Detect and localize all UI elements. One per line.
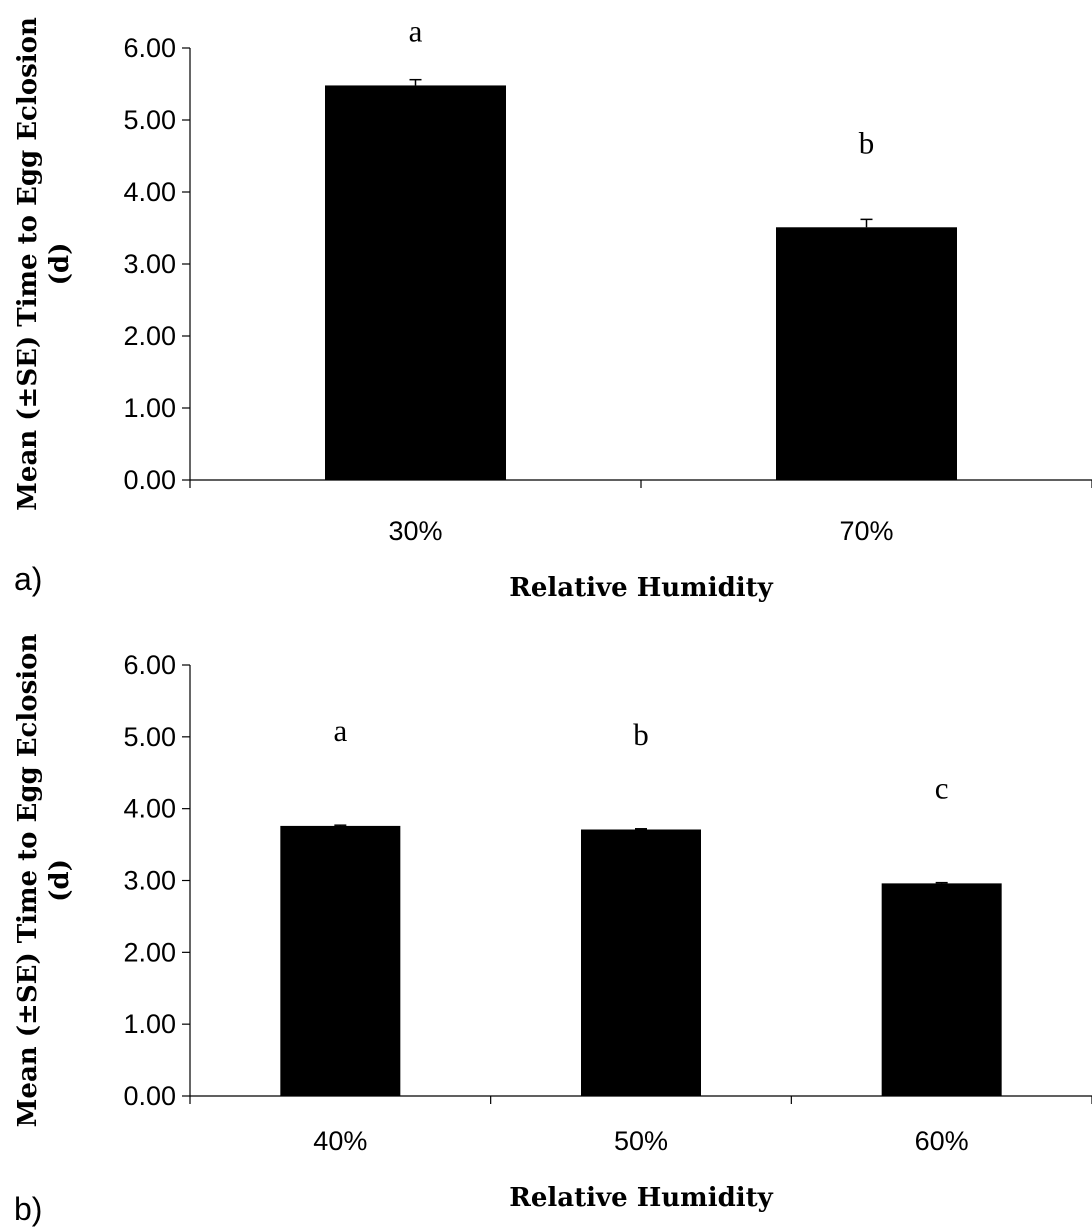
bar: [776, 227, 957, 480]
y-tick-label: 4.00: [123, 177, 176, 207]
x-category-label: 70%: [839, 516, 893, 546]
chart-panel-1: 0.00 1.00 2.00 3.00 4.00 5.00 6.00 30% a 70% b Rela…: [13, 14, 1092, 603]
chart-panel-2: 0.00 1.00 2.00 3.00 4.00 5.00 6.00 40% a 50% b 60% c…: [13, 634, 1092, 1227]
x-axis-title: Relative Humidity: [509, 573, 773, 603]
y-tick-label: 5.00: [123, 105, 176, 135]
panel-label: a): [14, 561, 42, 597]
y-axis-title: Mean (±SE) Time to Egg Eclosion(d): [13, 634, 75, 1128]
x-category-label: 30%: [388, 516, 442, 546]
x-category-label: 60%: [915, 1126, 969, 1156]
y-tick-label: 0.00: [123, 1081, 176, 1111]
bar: [881, 883, 1002, 1096]
significance-letter: a: [409, 14, 423, 49]
y-axis-title: Mean (±SE) Time to Egg Eclosion(d): [13, 17, 75, 511]
y-tick-label: 5.00: [123, 722, 176, 752]
panel-label: b): [14, 1191, 42, 1227]
significance-letter: a: [333, 713, 347, 748]
y-axis-title-line: (d): [45, 859, 75, 902]
bar: [280, 825, 401, 1096]
y-tick-label: 4.00: [123, 794, 176, 824]
significance-letter: b: [633, 717, 649, 752]
y-tick-label: 1.00: [123, 393, 176, 423]
y-tick-label: 1.00: [123, 1009, 176, 1039]
y-tick-label: 0.00: [123, 465, 176, 495]
significance-letter: c: [935, 771, 949, 806]
bar: [325, 85, 506, 480]
y-tick-label: 3.00: [123, 866, 176, 896]
y-tick-label: 6.00: [123, 33, 176, 63]
significance-letter: b: [859, 125, 875, 160]
y-tick-label: 3.00: [123, 249, 176, 279]
y-tick-label: 6.00: [123, 650, 176, 680]
y-tick-label: 2.00: [123, 937, 176, 967]
y-tick-label: 2.00: [123, 321, 176, 351]
x-category-label: 50%: [614, 1126, 668, 1156]
x-category-label: 40%: [313, 1126, 367, 1156]
x-axis-title: Relative Humidity: [509, 1183, 773, 1213]
y-axis-title-line: Mean (±SE) Time to Egg Eclosion: [13, 634, 43, 1128]
y-axis-title-line: Mean (±SE) Time to Egg Eclosion: [13, 17, 43, 511]
y-axis-title-line: (d): [45, 243, 75, 286]
bar: [581, 829, 701, 1096]
